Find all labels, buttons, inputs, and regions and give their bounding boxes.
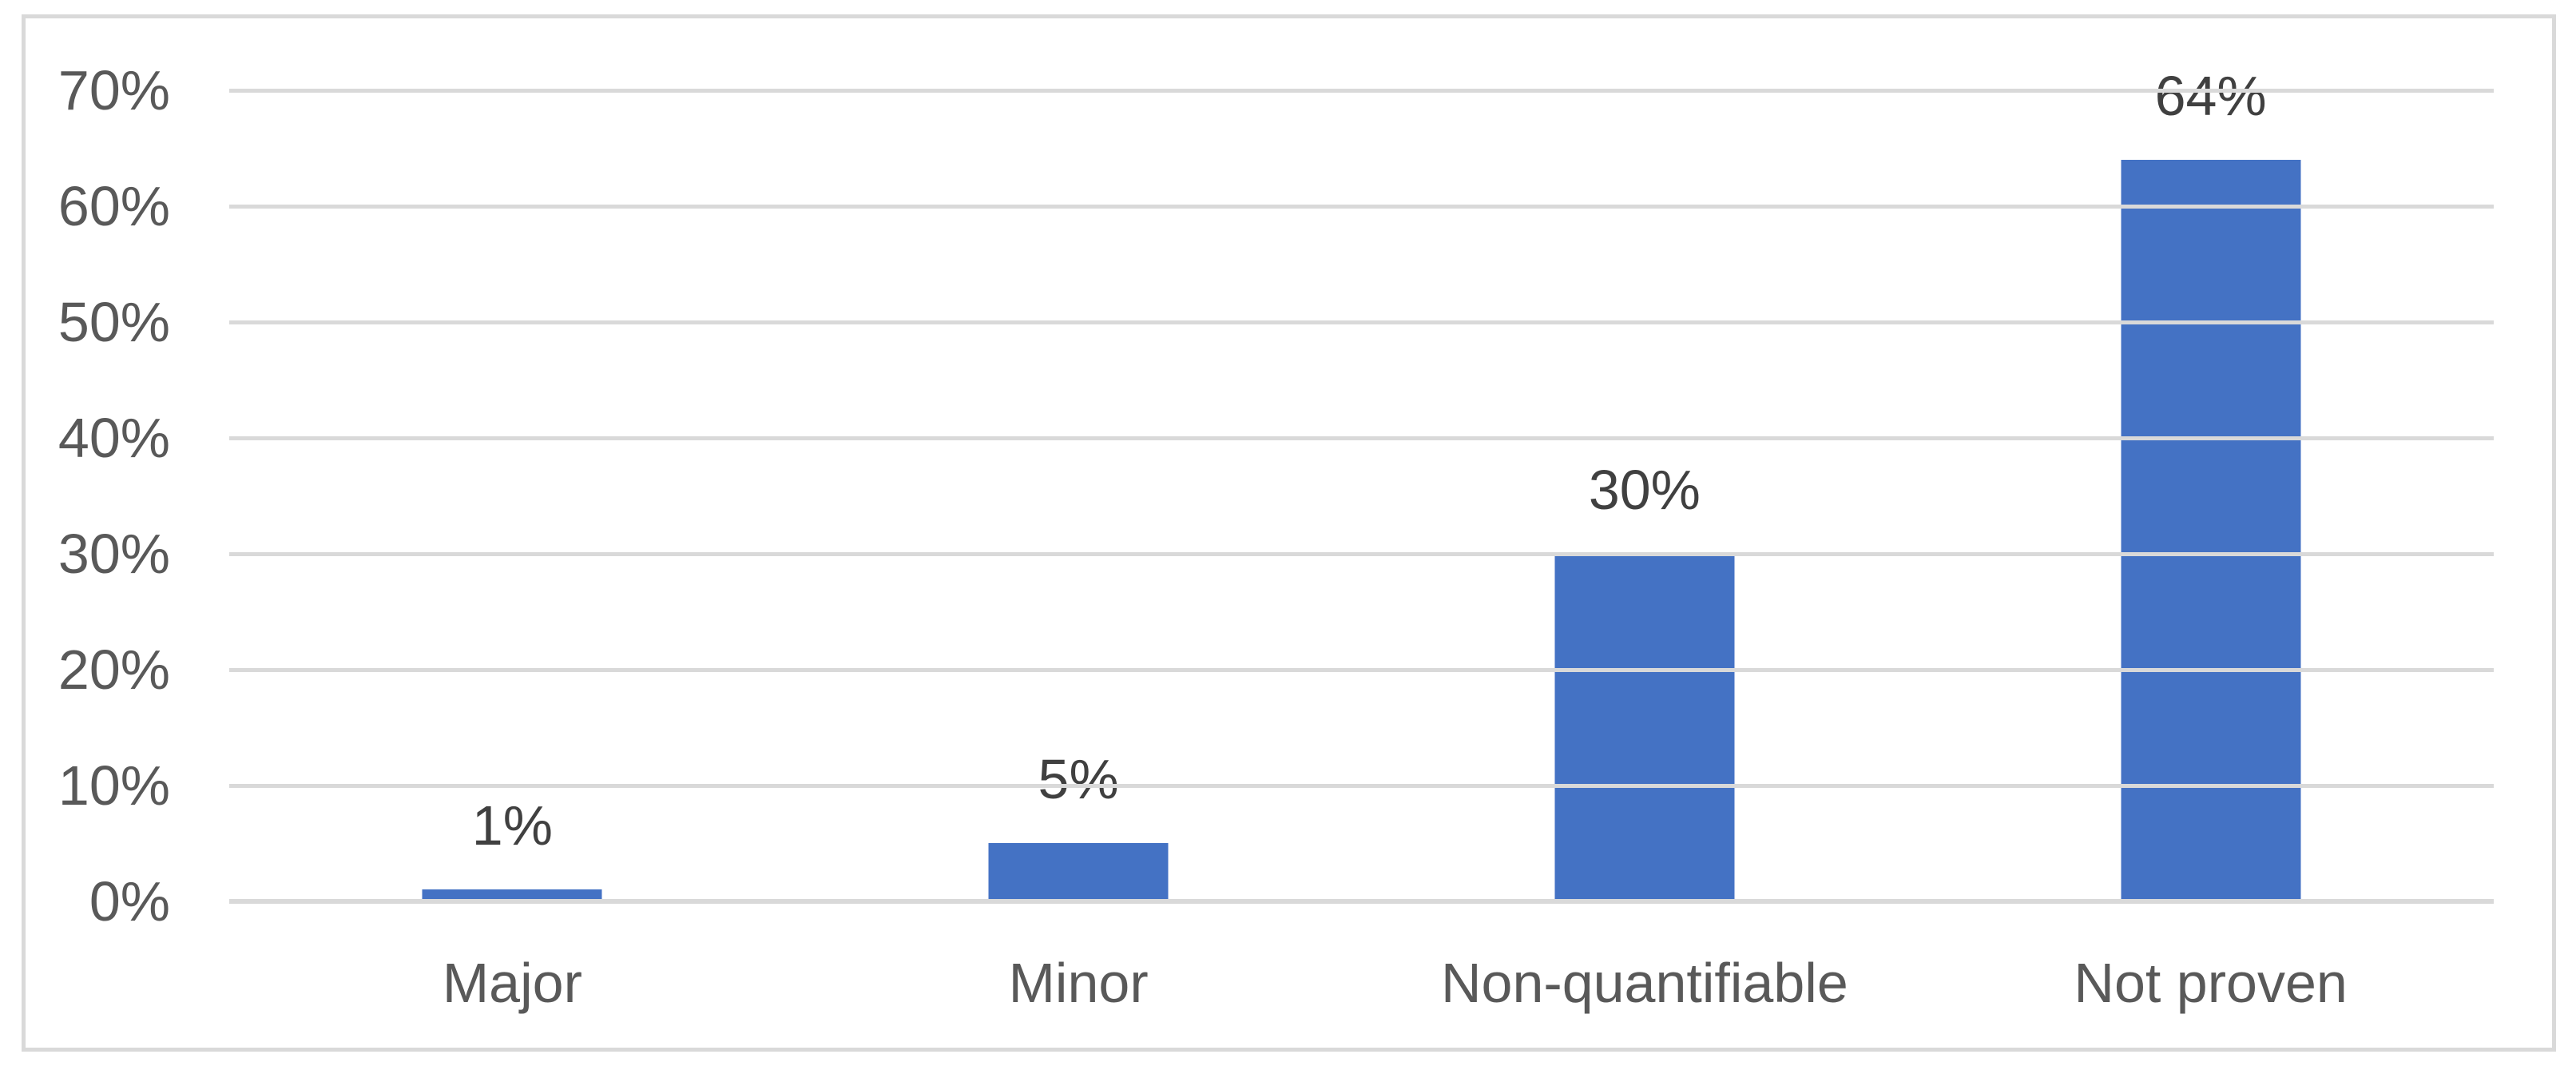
- bar-slot: 1%: [229, 90, 796, 901]
- y-axis-tick-label: 10%: [58, 754, 170, 817]
- y-axis-tick-label: 60%: [58, 175, 170, 237]
- plot-area: 1% 5% 30% 64%: [229, 65, 2494, 904]
- bar-data-label: 64%: [2154, 65, 2267, 127]
- x-axis-category-label: Non-quantifiable: [1440, 952, 1848, 1014]
- bar-data-label: 30%: [1588, 459, 1701, 521]
- bar: [1554, 554, 1735, 901]
- x-axis: Major Minor Non-quantifiable Not proven: [229, 939, 2494, 1027]
- x-axis-line: [229, 899, 2494, 904]
- y-axis-tick-label: 40%: [58, 407, 170, 469]
- bar-data-label: 5%: [1038, 748, 1119, 810]
- x-axis-category-label: Not proven: [2074, 952, 2348, 1014]
- gridline: [229, 436, 2494, 440]
- bar-slot: 30%: [1362, 90, 1928, 901]
- gridline: [229, 552, 2494, 556]
- y-axis-tick-label: 20%: [58, 638, 170, 701]
- bar-data-label: 1%: [471, 794, 553, 857]
- y-axis-tick-label: 30%: [58, 523, 170, 585]
- bar: [422, 889, 602, 901]
- gridline: [229, 320, 2494, 324]
- bar: [2121, 160, 2301, 901]
- bar-slot: 5%: [796, 90, 1362, 901]
- bar-slot: 64%: [1927, 65, 2494, 901]
- gridline: [229, 205, 2494, 209]
- bar: [988, 843, 1169, 901]
- bar-series: 1% 5% 30% 64%: [229, 65, 2494, 901]
- y-axis-tick-label: 0%: [89, 870, 170, 933]
- gridline: [229, 668, 2494, 672]
- x-axis-category-label: Major: [442, 952, 582, 1014]
- gridline: [229, 784, 2494, 788]
- x-axis-category-label: Minor: [1008, 952, 1149, 1014]
- gridline: [229, 89, 2494, 93]
- y-axis-tick-label: 50%: [58, 291, 170, 353]
- y-axis-tick-label: 70%: [58, 59, 170, 121]
- y-axis: 0% 10% 20% 30% 40% 50% 60% 70%: [0, 0, 170, 1074]
